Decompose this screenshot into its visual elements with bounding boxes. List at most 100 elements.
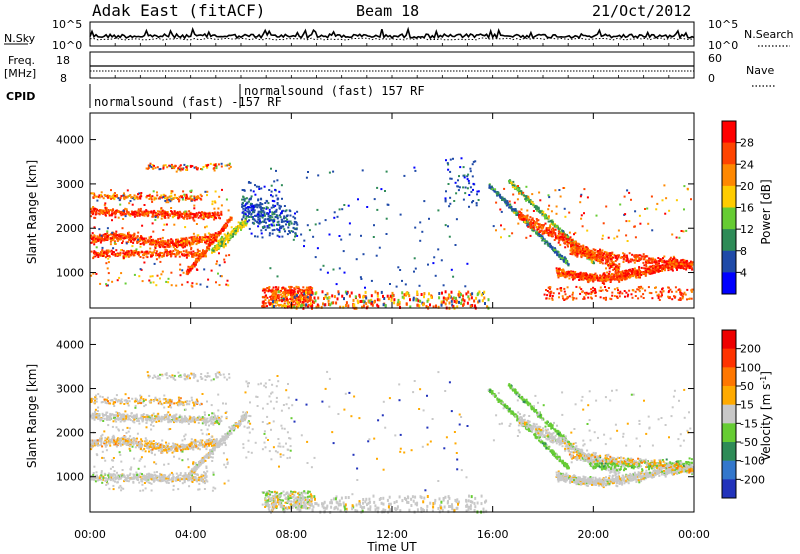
scatter-cell: [541, 213, 544, 216]
scatter-cell: [206, 246, 209, 249]
scatter-cell: [605, 258, 608, 261]
scatter-cell: [157, 253, 160, 256]
scatter-cell: [602, 282, 605, 284]
scatter-cell: [159, 240, 162, 243]
scatter-cell: [246, 210, 249, 213]
scatter-cell: [184, 195, 187, 198]
scatter-cell: [276, 215, 279, 218]
scatter-cell: [98, 228, 101, 231]
scatter-cell: [170, 192, 173, 195]
scatter-cell: [345, 301, 348, 305]
scatter-cell: [493, 190, 496, 193]
scatter-cell: [294, 293, 296, 296]
scatter-cell: [665, 264, 668, 267]
scatter-cell: [539, 211, 542, 214]
scatter-cell: [180, 214, 182, 217]
scatter-cell: [186, 196, 189, 199]
scatter-cell: [564, 242, 566, 245]
scatter-cell: [603, 283, 606, 286]
scatter-cell: [206, 194, 208, 197]
scatter-cell: [92, 272, 95, 275]
scatter-cell: [523, 215, 526, 218]
scatter-cell: [561, 255, 564, 258]
scatter-cell: [156, 274, 159, 277]
scatter-cell: [376, 294, 379, 298]
scatter-cell: [512, 208, 514, 211]
scatter-cell: [169, 213, 171, 216]
scatter-cell: [626, 276, 628, 279]
scatter-cell: [163, 246, 166, 248]
scatter-cell: [90, 235, 93, 238]
scatter-cell: [194, 216, 197, 219]
scatter-cell: [515, 186, 518, 189]
scatter-cell: [645, 273, 648, 276]
scatter-cell: [146, 194, 149, 197]
scatter-cell: [454, 296, 457, 300]
scatter-cell: [278, 214, 281, 217]
scatter-cell: [212, 236, 215, 239]
scatter-cell: [357, 198, 359, 201]
scatter-cell: [427, 263, 429, 266]
scatter-cell: [277, 295, 280, 298]
scatter-cell: [149, 281, 152, 284]
scatter-cell: [90, 241, 93, 244]
scatter-cell: [198, 236, 201, 239]
scatter-cell: [563, 231, 565, 234]
scatter-cell: [193, 207, 196, 210]
scatter-cell: [463, 299, 466, 303]
scatter-cell: [254, 219, 257, 222]
scatter-cell: [224, 244, 227, 247]
scatter-cell: [261, 203, 264, 206]
scatter-cell: [203, 213, 206, 216]
scatter-cell: [172, 213, 175, 216]
scatter-cell: [123, 212, 126, 215]
scatter-cell: [267, 301, 270, 304]
scatter-cell: [184, 210, 187, 213]
scatter-cell: [137, 252, 140, 255]
scatter-cell: [261, 226, 264, 229]
scatter-cell: [265, 289, 268, 292]
scatter-cell: [196, 248, 199, 251]
scatter-cell: [449, 177, 452, 180]
scatter-cell: [396, 303, 399, 307]
scatter-cell: [591, 275, 593, 278]
scatter-cell: [282, 290, 285, 294]
scatter-cell: [442, 296, 445, 300]
scatter-cell: [570, 239, 573, 242]
scatter-cell: [657, 268, 660, 271]
scatter-cell: [608, 270, 611, 273]
scatter-cell: [188, 215, 190, 218]
scatter-cell: [165, 241, 168, 244]
scatter-cell: [202, 250, 205, 253]
scatter-cell: [175, 170, 178, 173]
scatter-cell: [251, 211, 254, 214]
scatter-cell: [201, 168, 204, 171]
scatter-cell: [306, 224, 309, 227]
scatter-cell: [254, 193, 257, 196]
scatter-cell: [285, 292, 288, 295]
scatter-cell: [153, 249, 156, 252]
scatter-cell: [166, 166, 169, 169]
scatter-cell: [575, 273, 578, 276]
scatter-cell: [230, 230, 233, 233]
scatter-cell: [511, 184, 514, 187]
scatter-cell: [280, 221, 283, 223]
scatter-cell: [106, 267, 109, 270]
scatter-cell: [154, 247, 157, 249]
scatter-cell: [104, 236, 107, 239]
scatter-cell: [303, 245, 305, 248]
scatter-cell: [158, 244, 161, 247]
scatter-cell: [393, 298, 396, 302]
scatter-cell: [582, 249, 585, 252]
scatter-cell: [127, 213, 130, 216]
scatter-cell: [464, 192, 467, 195]
scatter-cell: [226, 279, 229, 282]
scatter-cell: [168, 245, 170, 248]
scatter-cell: [466, 187, 469, 190]
scatter-cell: [289, 220, 292, 223]
scatter-cell: [211, 239, 214, 242]
freq-panel: Freq. [MHz] 18 8 60 0 Nave: [4, 51, 776, 87]
scatter-cell: [285, 223, 287, 226]
scatter-cell: [108, 250, 111, 253]
scatter-cell: [254, 215, 257, 217]
